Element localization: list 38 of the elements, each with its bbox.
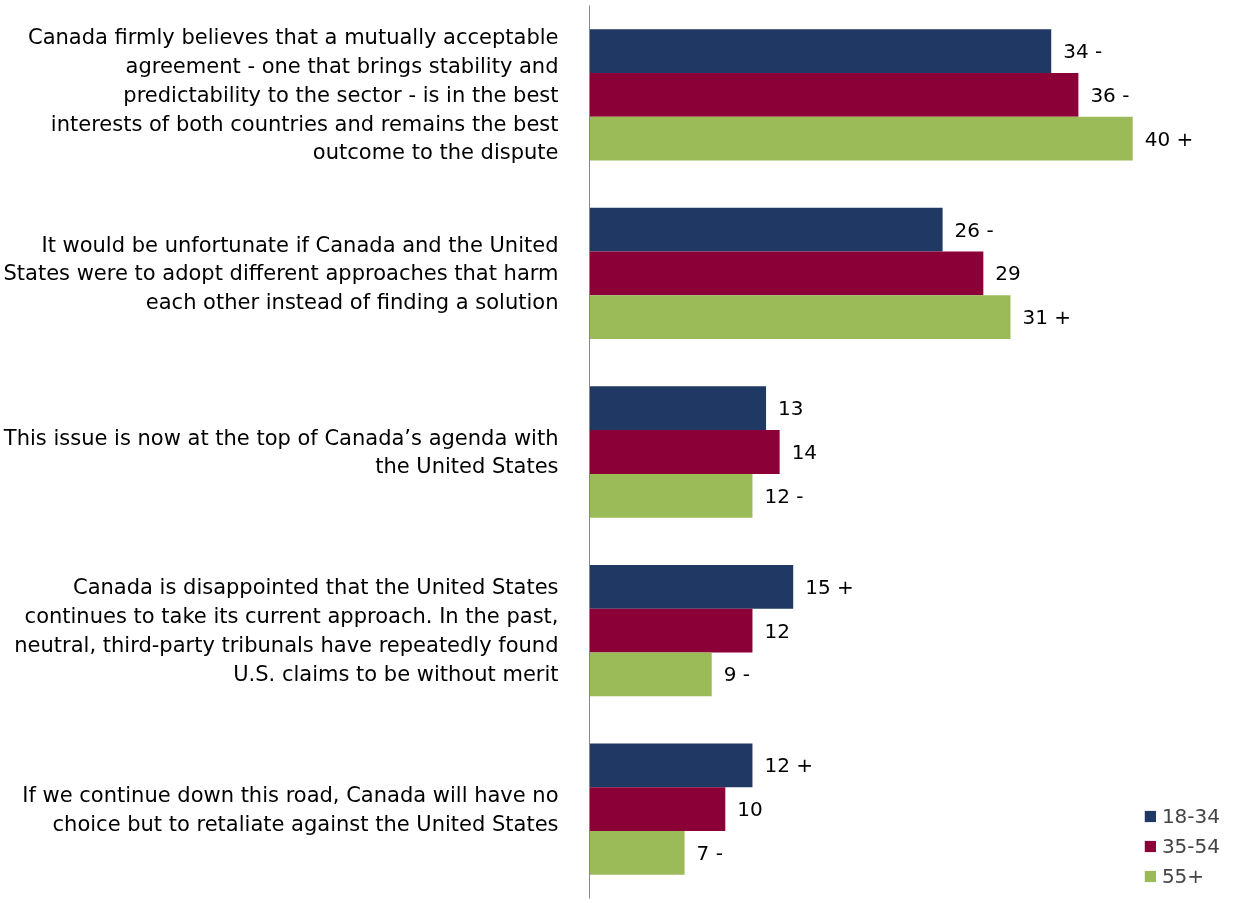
legend-label: 18-34	[1161, 804, 1220, 828]
bar	[589, 207, 943, 252]
y-tick-label: Canada is disappointed that the United States continues to take its current approach. In the past, neutral, third-party tribunals have repeatedly found U.S. claims to be without merit	[14, 575, 559, 686]
legend-label: 35-54	[1161, 834, 1220, 858]
y-tick-label: Canada firmly believes that a mutually acceptable agreement - one that brings stability and predictability to the sector - is in the best interests of both countries and remains the best outcome to the dispute	[28, 25, 559, 165]
bar	[589, 608, 753, 653]
bar	[589, 116, 1133, 161]
bar	[589, 72, 1079, 117]
bar	[589, 473, 753, 518]
data-label: 36 -	[1090, 82, 1130, 107]
y-tick-label: If we continue down this road, Canada will have no choice but to retaliate against the United States	[22, 782, 559, 836]
bar	[589, 743, 753, 788]
bar	[589, 29, 1052, 73]
y-tick-label: This issue is now at the top of Canada’s agenda with the United States	[2, 425, 559, 479]
data-label: 40 +	[1144, 126, 1194, 151]
data-label: 12 +	[764, 753, 814, 778]
data-label: 7 -	[696, 840, 723, 865]
bar	[589, 564, 794, 609]
data-label: 9 -	[723, 662, 751, 687]
bar	[589, 831, 685, 875]
bar	[589, 787, 726, 832]
legend-label: 55+	[1161, 864, 1205, 888]
data-label: 12 -	[764, 483, 804, 508]
data-label: 34 -	[1063, 39, 1103, 64]
data-label: 10	[737, 797, 763, 822]
data-label: 26 -	[954, 217, 994, 242]
bar	[589, 295, 1011, 340]
data-label: 14	[791, 440, 818, 464]
bar	[589, 386, 767, 431]
data-label: 31 +	[1022, 305, 1072, 330]
y-tick-label: It would be unfortunate if Canada and the United States were to adopt different approaches that harm each other instead of finding a solution	[3, 232, 559, 315]
data-label: 12	[764, 618, 790, 643]
bar	[589, 251, 984, 296]
bar	[589, 430, 780, 474]
data-label: 13	[778, 396, 804, 421]
data-label: 29	[995, 261, 1021, 286]
bar	[589, 652, 712, 697]
data-label: 15 +	[805, 574, 854, 599]
